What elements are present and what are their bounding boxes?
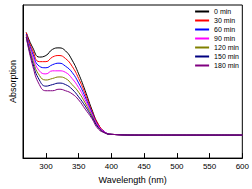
svg-text:550: 550 [203, 162, 217, 171]
svg-text:Wavelength (nm): Wavelength (nm) [99, 175, 167, 185]
svg-text:60 min: 60 min [214, 26, 235, 33]
svg-text:0 min: 0 min [214, 8, 231, 15]
svg-text:30 min: 30 min [214, 17, 235, 24]
svg-text:90 min: 90 min [214, 35, 235, 42]
svg-text:180 min: 180 min [214, 62, 239, 69]
svg-text:350: 350 [72, 162, 86, 171]
svg-text:Absorption: Absorption [8, 60, 18, 103]
svg-text:600: 600 [236, 162, 250, 171]
svg-text:120 min: 120 min [214, 44, 239, 51]
svg-text:400: 400 [105, 162, 119, 171]
svg-text:300: 300 [39, 162, 53, 171]
svg-text:450: 450 [137, 162, 151, 171]
svg-text:500: 500 [170, 162, 184, 171]
svg-text:150 min: 150 min [214, 53, 239, 60]
